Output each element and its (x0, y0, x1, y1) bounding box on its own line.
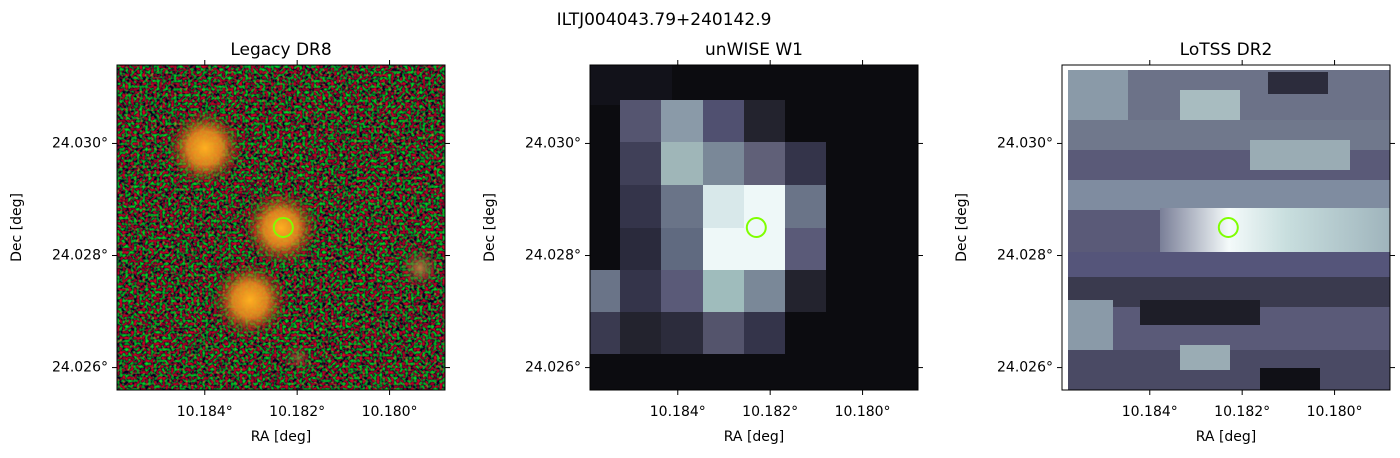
x-axis-label: RA [deg] (724, 429, 785, 445)
panel-title: Legacy DR8 (230, 40, 331, 60)
y-axis-label: Dec [deg] (954, 193, 970, 262)
source-marker (745, 217, 767, 238)
lotss-image (1062, 65, 1390, 390)
axes-frame (116, 64, 446, 391)
y-tick-label: 24.028° (52, 248, 108, 264)
x-tick-label: 10.184° (1122, 404, 1178, 420)
figure-title: ILTJ004043.79+240142.9 (557, 10, 772, 30)
x-tick-label: 10.180° (362, 404, 418, 420)
y-tick-label: 24.028° (997, 248, 1053, 264)
y-tick-label: 24.026° (997, 360, 1053, 376)
y-tick-label: 24.030° (525, 135, 581, 151)
x-tick-label: 10.180° (1307, 404, 1363, 420)
y-tick-label: 24.026° (52, 360, 108, 376)
y-tick-label: 24.026° (525, 360, 581, 376)
y-tick-label: 24.028° (525, 248, 581, 264)
source-marker (1217, 217, 1239, 238)
x-tick-label: 10.182° (269, 404, 325, 420)
x-tick-label: 10.180° (835, 404, 891, 420)
panel-title: LoTSS DR2 (1180, 40, 1273, 60)
y-tick-label: 24.030° (997, 135, 1053, 151)
x-axis-label: RA [deg] (1196, 429, 1257, 445)
x-tick-label: 10.182° (1214, 404, 1270, 420)
y-axis-label: Dec [deg] (9, 193, 25, 262)
x-tick-label: 10.182° (742, 404, 798, 420)
y-axis-label: Dec [deg] (482, 193, 498, 262)
panel-title: unWISE W1 (705, 40, 803, 60)
axes-frame (589, 64, 919, 391)
legacy-image (117, 65, 445, 390)
source-marker (272, 217, 294, 238)
y-tick-label: 24.030° (52, 135, 108, 151)
x-axis-label: RA [deg] (251, 429, 312, 445)
x-tick-label: 10.184° (650, 404, 706, 420)
unwise-image (590, 65, 918, 390)
axes-frame (1061, 64, 1391, 391)
x-tick-label: 10.184° (177, 404, 233, 420)
